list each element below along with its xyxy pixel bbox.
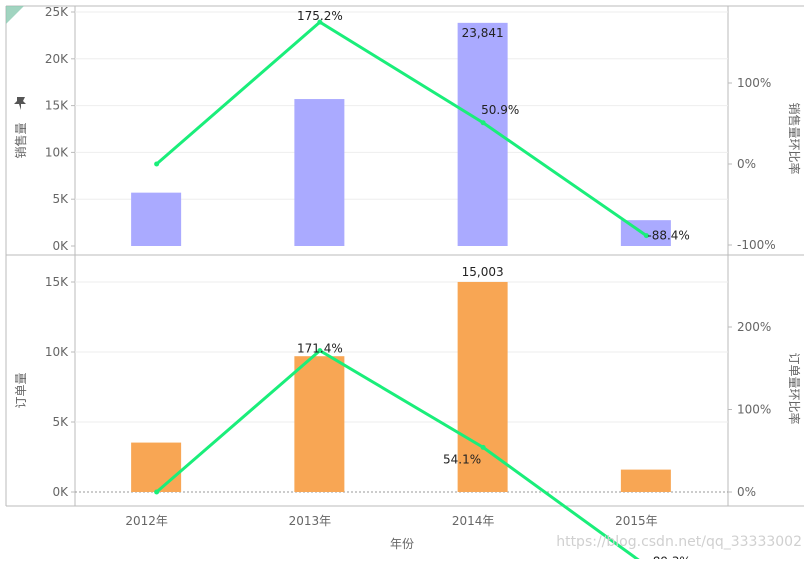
watermark-text: https://blog.csdn.net/qq_33333002 xyxy=(556,534,802,550)
panel-1-bar xyxy=(131,192,182,246)
x-axis-title: 年份 xyxy=(390,537,414,551)
panel-1-line-data-label: 50.9% xyxy=(481,103,519,117)
panel-1-bar-data-label: 23,841 xyxy=(462,26,504,40)
panel-2-line-data-label: 171.4% xyxy=(297,342,343,356)
panel-2-y-right-axis-title: 订单量环比率 xyxy=(787,352,802,424)
panel-2-bar xyxy=(457,281,508,492)
panel-1-y-right-tick-label: 0% xyxy=(737,157,756,171)
panel-1-y-right-tick-label: 100% xyxy=(737,76,771,90)
panel-2-line-data-label: -89.3% xyxy=(648,555,690,559)
x-tick-label: 2015年 xyxy=(615,514,658,528)
panel-1-y-tick-label: 25K xyxy=(45,5,69,19)
panel-2-y-tick-label: 15K xyxy=(45,275,69,289)
panel-2-y-tick-label: 10K xyxy=(45,345,69,359)
panel-2-y-right-tick-label: 100% xyxy=(737,403,771,417)
panel-1-line-point xyxy=(154,161,160,167)
panel-1-series-line xyxy=(155,20,648,237)
panel-1-line-point xyxy=(480,120,486,126)
x-tick-label: 2013年 xyxy=(289,514,332,528)
panel-2-line-data-label: 54.1% xyxy=(443,452,481,466)
panel-1-line-point xyxy=(643,233,649,239)
panel-1-y-tick-label: 15K xyxy=(45,99,69,113)
panel-1-y-right-axis-title: 销售量环比率 xyxy=(787,102,802,174)
panel-1-y-tick-label: 10K xyxy=(45,145,69,159)
pin-icon xyxy=(14,97,26,110)
panel-2-bar xyxy=(620,469,671,492)
panel-1-line-point xyxy=(317,19,323,25)
panel-2-y-right-tick-label: 0% xyxy=(737,485,756,499)
corner-marker-icon xyxy=(6,6,24,24)
panel-2-y-right-tick-label: 200% xyxy=(737,320,771,334)
panel-2-bar xyxy=(294,356,345,492)
panel-1-y-tick-label: 0K xyxy=(52,239,69,253)
panel-1-y-tick-label: 5K xyxy=(52,192,69,206)
panel-1-line-data-label: 175.2% xyxy=(297,9,343,23)
panel-2-y-axis-title: 订单量 xyxy=(14,372,28,408)
panel-2-y-tick-label: 5K xyxy=(52,415,69,429)
panel-1-y-axis-title: 销售量 xyxy=(13,122,28,158)
panel-2-bar xyxy=(131,442,182,492)
panel-2-bar-data-label: 15,003 xyxy=(462,265,504,279)
x-tick-label: 2014年 xyxy=(452,514,495,528)
panel-2-line-point xyxy=(317,348,323,354)
panel-1-y-tick-label: 20K xyxy=(45,52,69,66)
panel-2-series-line xyxy=(155,348,646,563)
x-tick-label: 2012年 xyxy=(125,514,168,528)
panel-2-y-tick-label: 0K xyxy=(52,485,69,499)
panel-2-line-point xyxy=(480,444,486,450)
panel-1-bar xyxy=(294,99,345,246)
panel-1-line-data-label: -88.4% xyxy=(647,229,689,243)
panel-2-line-point xyxy=(154,489,160,495)
panel-1-y-right-tick-label: -100% xyxy=(737,238,776,252)
